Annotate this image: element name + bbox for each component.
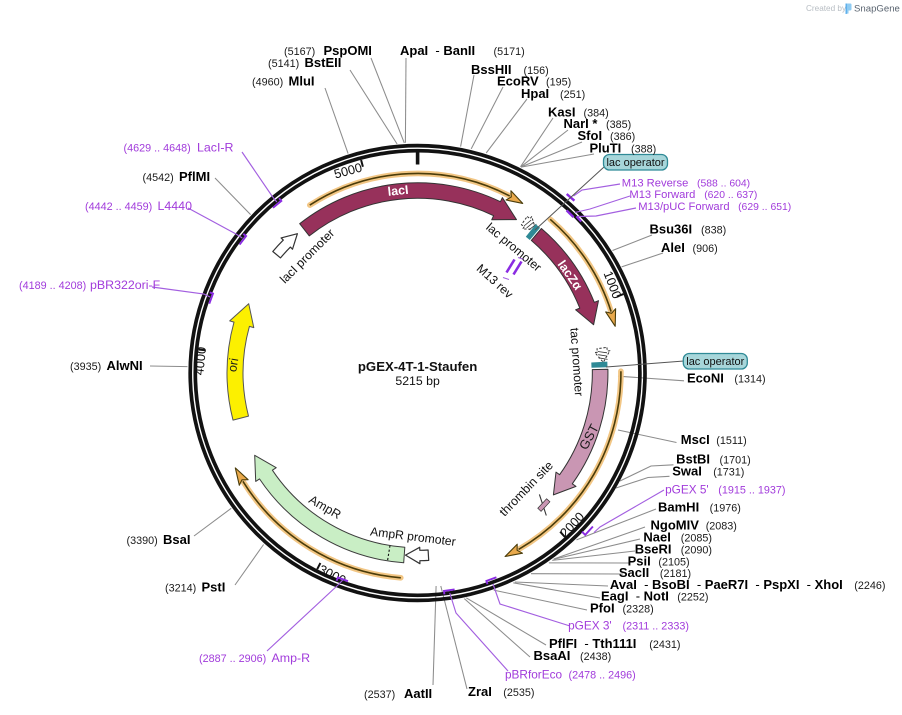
svg-text:pBRforEco: pBRforEco: [505, 668, 562, 682]
svg-text:(2083): (2083): [706, 520, 737, 532]
svg-text:(1915 .. 1937): (1915 .. 1937): [718, 485, 785, 497]
svg-text:(385): (385): [606, 119, 631, 131]
svg-text:(2328): (2328): [623, 604, 654, 616]
svg-text:(2535): (2535): [503, 687, 534, 699]
svg-text:L4440: L4440: [158, 199, 193, 213]
svg-text:pGEX-4T-1-Staufen: pGEX-4T-1-Staufen: [358, 359, 477, 374]
svg-text:(388): (388): [631, 144, 656, 156]
svg-text:Created by: Created by: [806, 4, 847, 13]
svg-text:(195): (195): [546, 77, 571, 89]
svg-text:PluTI: PluTI: [590, 141, 622, 156]
svg-text:(2311 .. 2333): (2311 .. 2333): [623, 621, 689, 633]
svg-text:(4542): (4542): [143, 172, 174, 184]
svg-text:(3214): (3214): [165, 583, 196, 595]
svg-text:pGEX 5': pGEX 5': [665, 483, 709, 497]
svg-text:Bsu36I: Bsu36I: [650, 222, 693, 237]
svg-text:AatII: AatII: [404, 686, 432, 701]
svg-text:(4960): (4960): [252, 77, 283, 89]
svg-text:(4442 .. 4459): (4442 .. 4459): [85, 201, 152, 213]
svg-text:EcoNI: EcoNI: [687, 371, 724, 386]
svg-text:BstEII: BstEII: [305, 55, 342, 70]
svg-text:(2090): (2090): [681, 544, 712, 556]
svg-text:(4629 .. 4648): (4629 .. 4648): [124, 143, 191, 155]
svg-text:BsaAI: BsaAI: [534, 648, 571, 663]
svg-text:(1511): (1511): [716, 435, 746, 447]
svg-text:(1976): (1976): [710, 503, 741, 515]
svg-text:(1731): (1731): [713, 466, 744, 478]
svg-text:ApaI - BanII: ApaI - BanII: [400, 43, 475, 58]
svg-text:(838): (838): [701, 225, 726, 237]
svg-text:(5171): (5171): [494, 46, 525, 58]
svg-text:(2105): (2105): [658, 556, 689, 568]
svg-text:BsaI: BsaI: [163, 532, 190, 547]
svg-text:(2537): (2537): [364, 689, 395, 701]
svg-text:AleI: AleI: [661, 240, 685, 255]
svg-text:(2252): (2252): [677, 592, 708, 604]
svg-text:M13 Reverse: M13 Reverse: [622, 178, 689, 190]
svg-text:PstI: PstI: [202, 580, 226, 595]
svg-text:(2478 .. 2496): (2478 .. 2496): [569, 670, 636, 682]
svg-text:(620 .. 637): (620 .. 637): [704, 190, 757, 201]
svg-text:(588 .. 604): (588 .. 604): [697, 179, 750, 190]
svg-text:(2431): (2431): [649, 639, 680, 651]
svg-text:MscI: MscI: [681, 432, 710, 447]
svg-text:(2246): (2246): [854, 580, 885, 592]
svg-text:PflMI: PflMI: [179, 169, 210, 184]
svg-text:M13 Forward: M13 Forward: [629, 189, 695, 201]
svg-text:lac operator: lac operator: [686, 356, 744, 368]
svg-text:(2085): (2085): [681, 533, 712, 545]
svg-text:(5141): (5141): [268, 58, 299, 70]
svg-text:lac operator: lac operator: [606, 157, 664, 169]
svg-text:(4189 .. 4208): (4189 .. 4208): [19, 280, 86, 292]
svg-text:ori: ori: [225, 357, 241, 373]
svg-text:(2438): (2438): [580, 651, 611, 663]
svg-text:(906): (906): [693, 243, 718, 255]
svg-text:(3935): (3935): [70, 361, 101, 373]
svg-text:(3390): (3390): [127, 535, 158, 547]
svg-text:Amp-R: Amp-R: [272, 651, 311, 665]
svg-text:(1701): (1701): [720, 454, 751, 466]
svg-text:lacI: lacI: [387, 183, 409, 199]
svg-text:SnapGene: SnapGene: [854, 4, 900, 15]
svg-text:SwaI: SwaI: [672, 463, 702, 478]
svg-text:AlwNI: AlwNI: [107, 358, 143, 373]
svg-text:(629 .. 651): (629 .. 651): [738, 202, 791, 213]
svg-text:LacI-R: LacI-R: [197, 141, 234, 155]
svg-text:PfoI: PfoI: [590, 601, 615, 616]
svg-text:pBR322ori-F: pBR322ori-F: [90, 278, 161, 292]
svg-text:(251): (251): [560, 89, 585, 101]
svg-text:MluI: MluI: [289, 74, 315, 89]
svg-text:(1314): (1314): [734, 374, 765, 386]
svg-text:4000: 4000: [191, 346, 209, 376]
svg-text:M13/pUC Forward: M13/pUC Forward: [638, 201, 729, 213]
svg-text:ZraI: ZraI: [468, 684, 492, 699]
svg-text:BamHI: BamHI: [658, 500, 699, 515]
svg-text:HpaI: HpaI: [521, 86, 549, 101]
svg-text:pGEX 3': pGEX 3': [568, 619, 612, 633]
svg-text:5215 bp: 5215 bp: [395, 374, 440, 388]
svg-text:(2887 .. 2906): (2887 .. 2906): [199, 653, 266, 665]
